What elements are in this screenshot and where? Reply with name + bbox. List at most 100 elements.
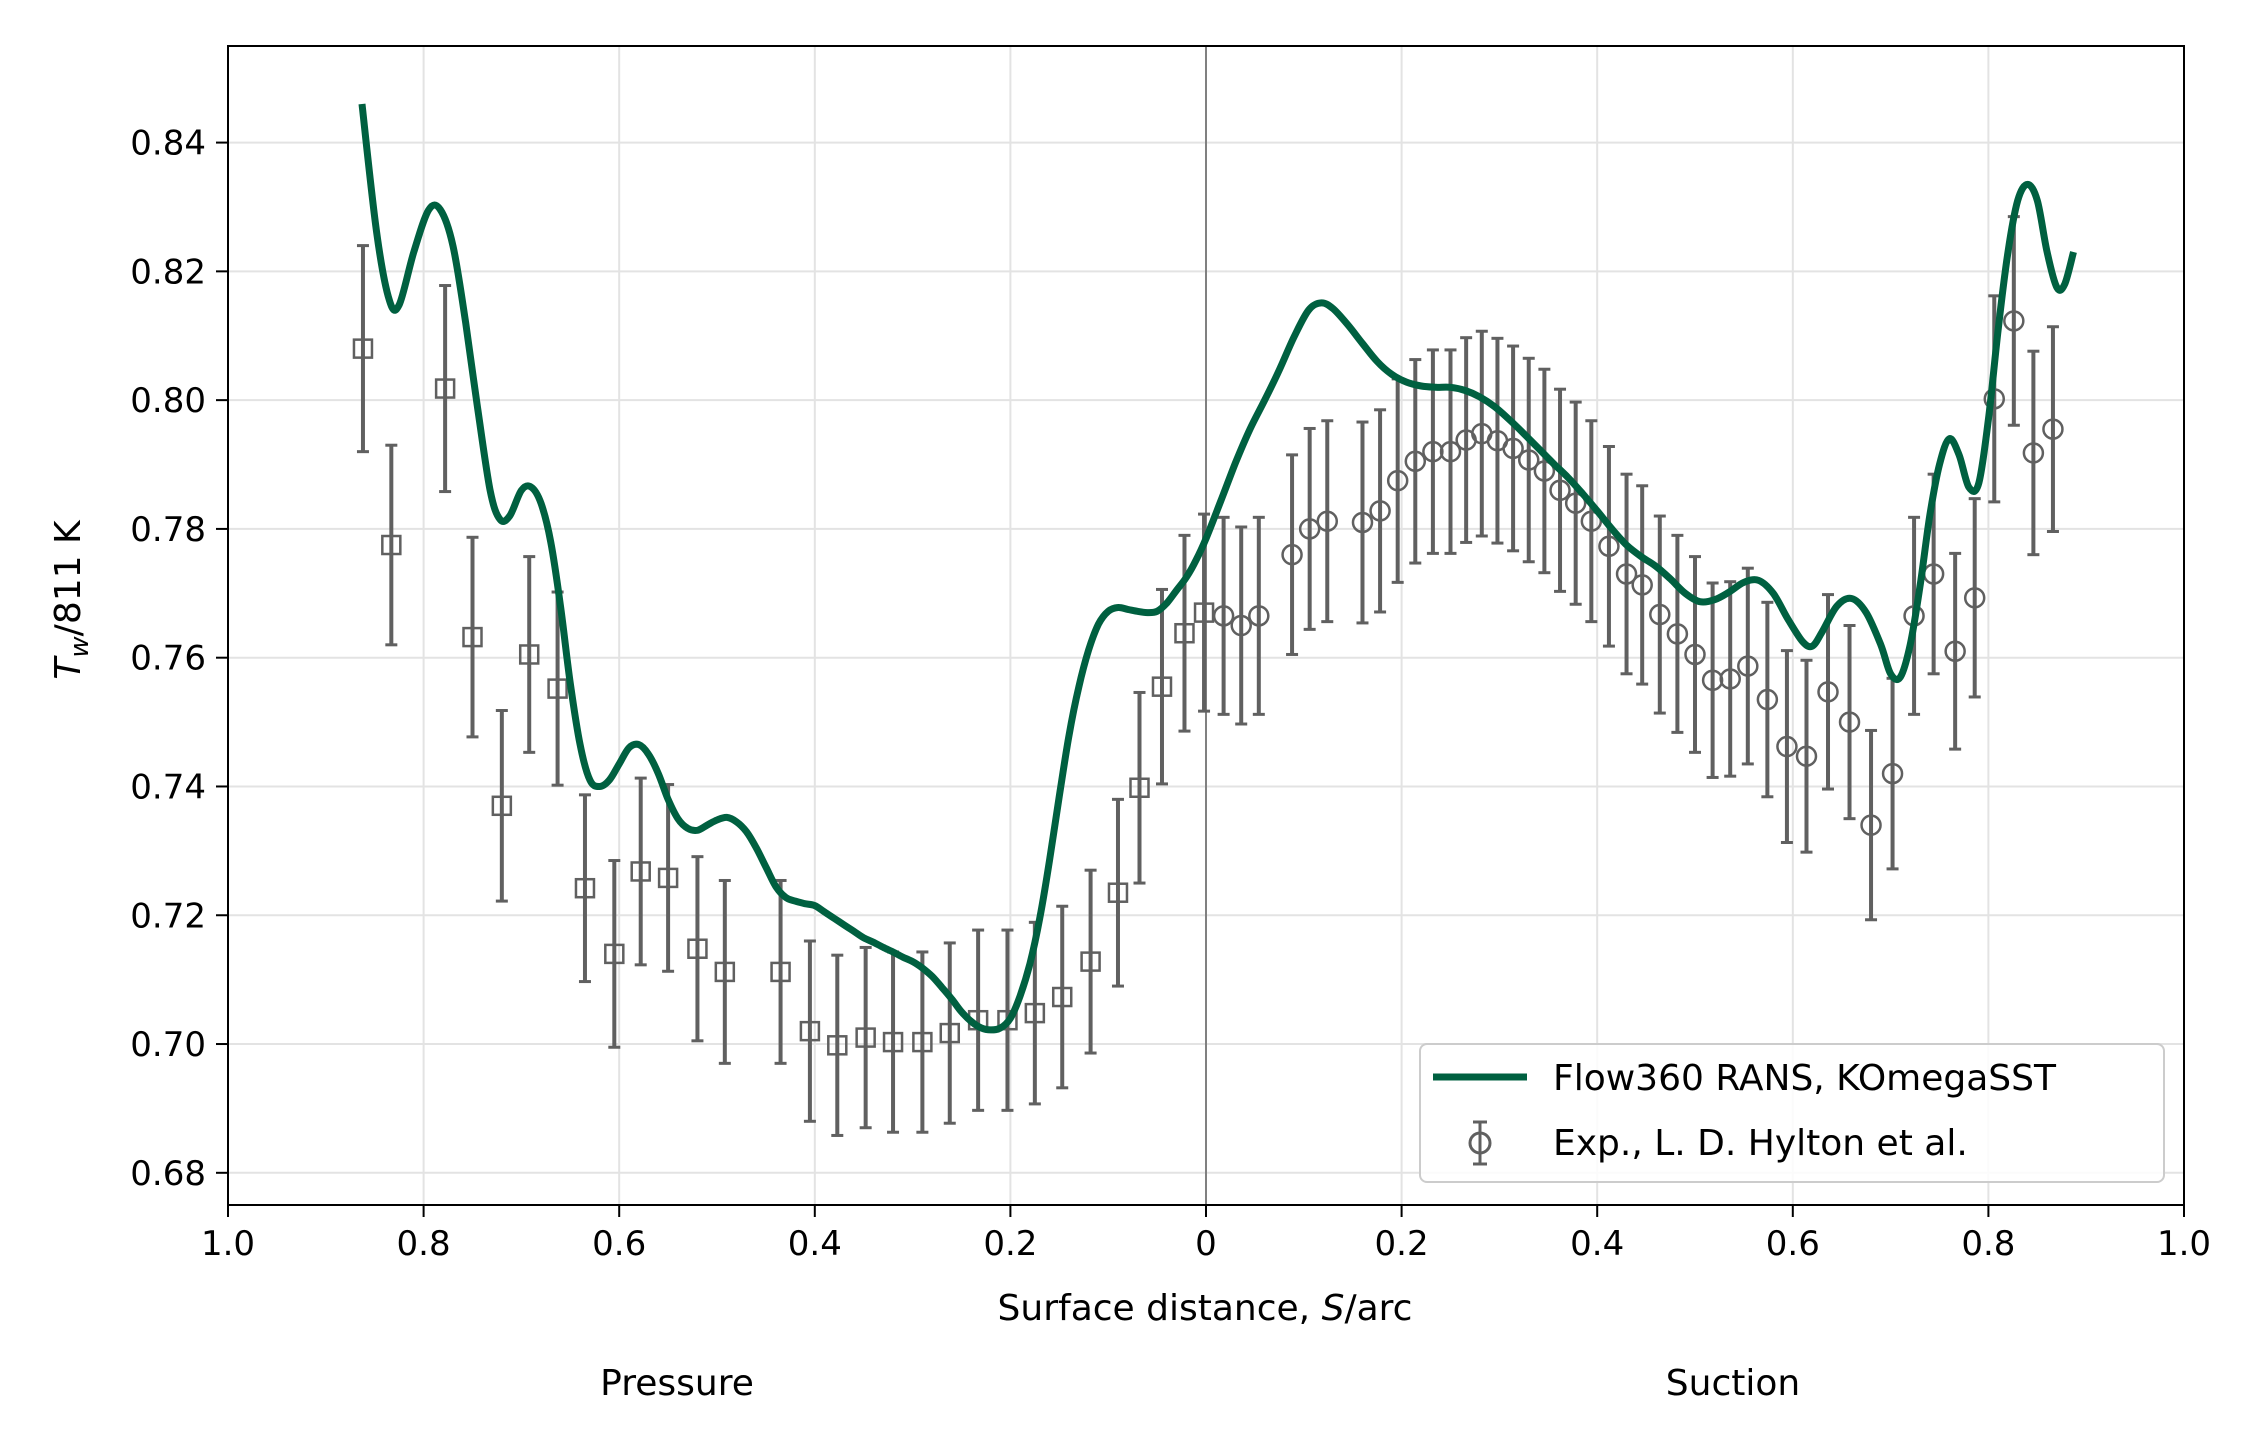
experiment-point — [770, 878, 791, 1065]
x-tick-label: 0 — [1195, 1224, 1217, 1264]
y-tick-label: 0.70 — [130, 1025, 206, 1065]
experiment-point — [1471, 329, 1493, 538]
experiment-point — [1598, 444, 1620, 648]
circle-marker — [1517, 449, 1540, 471]
circle-marker — [1439, 440, 1462, 463]
circle-marker — [1684, 643, 1706, 666]
experiment-point — [687, 855, 708, 1043]
square-marker — [997, 1009, 1018, 1031]
circle-marker — [1351, 511, 1374, 534]
square-marker — [491, 795, 513, 817]
circle-marker — [1598, 535, 1620, 558]
experiment-point — [1615, 472, 1638, 676]
circle-marker — [1230, 614, 1252, 637]
square-marker — [770, 961, 791, 983]
circle-marker — [1533, 460, 1556, 482]
square-marker — [1107, 882, 1129, 903]
circle-marker — [1838, 711, 1861, 733]
experiment-point — [630, 776, 651, 967]
circle-marker — [1404, 450, 1427, 473]
square-marker — [462, 626, 483, 648]
circle-marker — [2003, 310, 2025, 332]
x-tick-label: 1.0 — [201, 1224, 255, 1264]
circle-marker — [1615, 563, 1638, 585]
experiment-point — [1351, 420, 1374, 625]
legend-box — [1419, 1043, 2165, 1183]
experiment-point — [1051, 904, 1073, 1090]
experiment-point — [1838, 624, 1861, 821]
square-marker — [1080, 951, 1101, 972]
x-tick-label: 0.8 — [1961, 1224, 2015, 1264]
x-tick-label: 0.6 — [1766, 1224, 1820, 1264]
square-marker — [714, 961, 736, 983]
experiment-point — [939, 941, 961, 1125]
experiment-point — [1649, 514, 1671, 715]
circle-marker — [1817, 681, 1839, 703]
circle-marker — [1719, 668, 1741, 690]
x-tick-label: 0.8 — [397, 1224, 451, 1264]
x-tick-label: 0.2 — [983, 1224, 1037, 1264]
experiment-point — [1281, 453, 1303, 656]
experiment-point — [1737, 566, 1759, 766]
experiment-point — [1564, 400, 1587, 606]
experiment-point — [1666, 533, 1689, 734]
x-tick-label: 0.4 — [788, 1224, 842, 1264]
circle-marker — [1776, 735, 1798, 758]
experiment-point — [1860, 728, 1882, 922]
experiment-point — [574, 793, 596, 984]
y-tick-label: 0.78 — [130, 510, 206, 550]
square-marker — [518, 644, 540, 665]
square-marker — [939, 1022, 961, 1044]
square-marker — [827, 1035, 848, 1056]
y-tick-label: 0.72 — [130, 896, 206, 936]
experiment-point — [1684, 555, 1706, 754]
experiment-point — [1316, 419, 1339, 624]
square-marker — [687, 938, 708, 959]
circle-marker — [1422, 440, 1444, 463]
square-marker — [381, 534, 402, 556]
experiment-point — [1795, 658, 1818, 854]
x-tick-label: 0.4 — [1570, 1224, 1624, 1264]
square-marker — [657, 867, 679, 889]
experiment-point — [1248, 515, 1270, 716]
experiment-point — [1212, 515, 1235, 716]
circle-marker — [1386, 469, 1409, 492]
y-axis-label: Tw/811 K — [48, 519, 95, 680]
experiment-point — [657, 783, 679, 973]
experiment-point — [1580, 419, 1603, 624]
experiment-point — [827, 953, 848, 1137]
experiment-point — [1107, 797, 1129, 988]
circle-marker — [1860, 814, 1882, 836]
experiment-point — [381, 443, 402, 647]
circle-marker — [1580, 510, 1603, 532]
suction-side-label: Suction — [1666, 1363, 1800, 1404]
square-marker — [1193, 602, 1215, 623]
simulation-line-layer — [358, 103, 2077, 1034]
experiment-point — [1549, 387, 1571, 593]
circle-marker — [1212, 605, 1235, 627]
circle-marker — [1281, 543, 1303, 566]
legend-label-flow360: Flow360 RANS, KOmegaSST — [1553, 1058, 2057, 1099]
legend: Flow360 RANS, KOmegaSST Exp., L. D. Hylt… — [1419, 1043, 2165, 1183]
x-tick-label: 0.6 — [592, 1224, 646, 1264]
experiment-point — [714, 878, 736, 1065]
experiment-point — [1174, 533, 1195, 733]
experiment-point — [1719, 580, 1741, 778]
circle-marker — [1649, 603, 1671, 626]
square-marker — [547, 678, 568, 699]
y-tick-label: 0.68 — [130, 1154, 206, 1194]
square-marker — [855, 1027, 876, 1048]
experiment-point — [1533, 367, 1556, 575]
experiment-point — [1502, 344, 1524, 553]
square-marker — [1174, 622, 1195, 644]
circle-marker — [1944, 640, 1966, 663]
square-marker — [1024, 1002, 1046, 1024]
square-marker — [1129, 777, 1150, 799]
square-marker — [434, 378, 456, 399]
experiment-point — [855, 945, 876, 1130]
pressure-side-label: Pressure — [600, 1363, 754, 1404]
square-marker — [1151, 676, 1173, 697]
experiment-point — [1517, 356, 1540, 564]
circle-marker — [1316, 510, 1339, 532]
axis-ticks: 1.0 0.8 0.6 0.4 0.2 0 0.2 0.4 0.6 0.8 1.0 0.68 0.70 0… — [130, 124, 2211, 1264]
